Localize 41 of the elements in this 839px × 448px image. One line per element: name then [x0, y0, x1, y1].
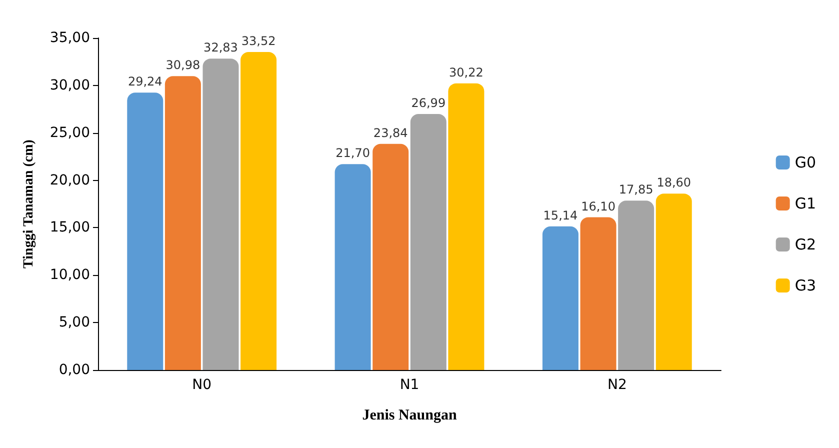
legend-label: G2 — [794, 236, 816, 254]
data-label: 21,70 — [336, 146, 370, 160]
y-tick-label: 20,00 — [50, 172, 90, 188]
legend-label: G1 — [794, 194, 816, 212]
y-tick-label: 35,00 — [50, 30, 90, 46]
data-label: 17,85 — [618, 182, 654, 197]
bar — [542, 226, 578, 370]
bar — [656, 194, 692, 370]
bar — [202, 58, 239, 370]
data-label: 30,22 — [449, 65, 484, 80]
data-label: 29,24 — [128, 74, 162, 89]
data-label: 30,98 — [166, 58, 200, 72]
legend-label: G0 — [794, 154, 816, 172]
x-axis-title: Jenis Naungan — [362, 408, 458, 424]
y-tick-label: 10,00 — [50, 267, 90, 284]
bar — [580, 217, 616, 370]
bar — [240, 52, 277, 370]
data-label: 26,99 — [411, 96, 446, 110]
bar — [448, 83, 484, 370]
data-label: 18,60 — [656, 176, 692, 190]
data-label: 16,10 — [581, 199, 616, 214]
data-label: 32,83 — [204, 40, 238, 55]
bar — [164, 76, 201, 370]
y-axis-title: Tinggi Tanaman (cm) — [22, 139, 36, 268]
y-tick-label: 5,00 — [58, 314, 90, 331]
bar — [618, 200, 654, 370]
bar — [372, 144, 409, 370]
x-tick-label: N0 — [192, 377, 212, 393]
y-tick-label: 25,00 — [50, 124, 90, 141]
y-tick-label: 15,00 — [50, 220, 90, 236]
legend-label: G3 — [794, 276, 816, 294]
bar — [410, 114, 446, 370]
data-label: 33,52 — [241, 34, 276, 48]
x-tick-label: N1 — [400, 377, 420, 393]
x-tick-label: N2 — [607, 377, 627, 393]
bar — [334, 164, 371, 370]
data-label: 15,14 — [543, 208, 578, 222]
bar — [127, 92, 164, 370]
data-label: 23,84 — [373, 126, 408, 140]
y-tick-label: 30,00 — [50, 77, 90, 94]
y-tick-label: 0,00 — [58, 362, 90, 378]
